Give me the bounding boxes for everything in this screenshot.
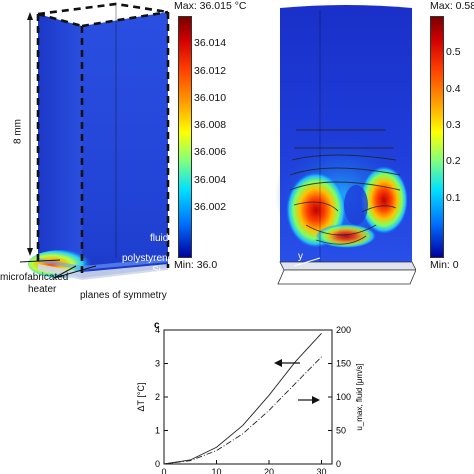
colorbar-a-tick: 36.010 — [194, 91, 227, 104]
left-ylabel: ΔT [°C] — [136, 383, 146, 412]
fluid-label: fluid — [150, 233, 169, 244]
colorbar-a-tick: 36.014 — [194, 37, 227, 50]
left-ytick-label: 3 — [155, 359, 160, 369]
colorbar-b-max: Max: 0.58 μm/ — [430, 0, 474, 12]
colorbar-a-max: Max: 36.015 °C — [174, 0, 247, 12]
right-ytick-label: 100 — [336, 392, 351, 402]
xtick-label: 20 — [264, 467, 274, 474]
panel-letter: c — [154, 320, 160, 331]
series-line-2 — [163, 356, 322, 465]
colorbar-a-tick: 36.008 — [194, 119, 227, 131]
colorbar-b-tick: 0.3 — [446, 119, 461, 131]
panel-b-axis-y: y — [298, 251, 303, 262]
velocity-arrows — [289, 129, 401, 245]
panel-b-velocity-plot — [276, 5, 416, 285]
colorbar-a-tick: 36.002 — [194, 200, 227, 213]
colorbar-a — [178, 16, 192, 258]
height-label: 8 mm — [12, 119, 24, 144]
left-ytick-label: 1 — [155, 426, 160, 436]
colorbar-b-tick: 0.1 — [446, 191, 461, 204]
box-left-face — [38, 14, 82, 278]
left-axis-arrowhead — [274, 359, 282, 367]
colorbar-b-tick: 0.5 — [446, 46, 461, 59]
xtick-label: 30 — [316, 467, 326, 474]
panel-a-temperature-plot — [19, 2, 170, 280]
right-ytick-label: 200 — [336, 325, 351, 335]
colorbar-b — [430, 16, 444, 258]
left-ytick-label: 2 — [155, 392, 160, 402]
colorbar-b-tick: 0.2 — [446, 155, 461, 168]
right-ytick-label: 50 — [336, 426, 346, 436]
right-ytick-label: 0 — [336, 459, 341, 469]
colorbar-b-tick: 0.4 — [446, 82, 461, 95]
xtick-label: 0 — [161, 467, 166, 474]
colorbar-a-tick: 36.012 — [194, 64, 227, 77]
right-ytick-label: 150 — [336, 359, 351, 369]
symmetry-label: planes of symmetry — [80, 290, 167, 301]
colorbar-b-min: Min: 0 — [430, 259, 459, 271]
plot-frame — [163, 329, 333, 465]
right-axis-arrowhead — [312, 396, 320, 404]
colorbar-a-tick: 36.006 — [194, 146, 227, 159]
polystyrene-layer — [38, 258, 168, 270]
colorbar-a-tick: 36.004 — [194, 173, 227, 186]
polystyrene-label: polystyrene — [122, 253, 174, 264]
xtick-label: 10 — [211, 467, 221, 474]
si-layer — [38, 264, 168, 280]
panel-c-chart: c 0 1 2 3 4 0 50 100 150 200 0 10 20 30 ΔT [°C] u_max, f… — [136, 320, 364, 474]
right-ylabel: u_max, fluid [μm/s] — [355, 363, 364, 430]
box-wireframe — [36, 2, 170, 278]
heater-label-line1: microfabricated — [0, 272, 69, 283]
si-label: Si — [152, 265, 161, 276]
box-right-face — [82, 12, 168, 278]
heater-label-line2: heater — [28, 284, 57, 295]
series-line-1 — [163, 333, 322, 465]
vortex-right — [360, 166, 408, 234]
colorbar-a-min: Min: 36.0 — [174, 259, 218, 271]
left-ytick-label: 4 — [155, 325, 160, 335]
left-ytick-label: 0 — [155, 459, 160, 469]
